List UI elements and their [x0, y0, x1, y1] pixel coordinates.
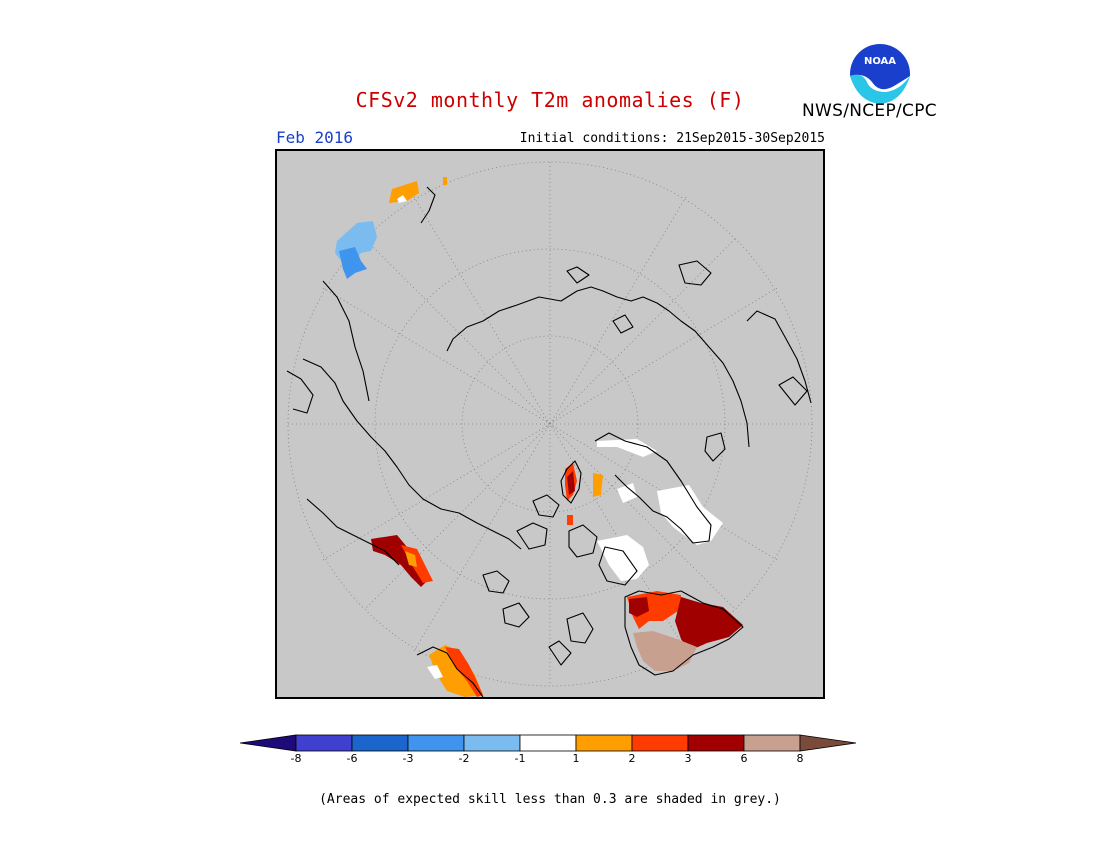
legend-swatch: [743, 734, 801, 752]
agency-label: NWS/NCEP/CPC: [802, 101, 937, 121]
noaa-logo: NOAA: [848, 42, 912, 106]
legend-swatch: [295, 734, 353, 752]
legend-swatch: [407, 734, 465, 752]
valid-month: Feb 2016: [276, 128, 354, 147]
color-legend: [240, 734, 857, 752]
legend-tick-label: -3: [402, 752, 414, 765]
legend-tick-label: 2: [628, 752, 636, 765]
legend-swatch: [519, 734, 577, 752]
legend-tick-label: -2: [458, 752, 470, 765]
legend-tick-label: 3: [684, 752, 692, 765]
anomaly-shading: [335, 177, 743, 697]
legend-tick-label: 8: [796, 752, 804, 765]
coastlines: [286, 186, 812, 697]
legend-tick-label: -6: [346, 752, 358, 765]
graticule: [287, 161, 813, 687]
legend-swatch: [351, 734, 409, 752]
legend-swatch: [463, 734, 521, 752]
chart-title: CFSv2 monthly T2m anomalies (F): [355, 88, 745, 112]
logo-text: NOAA: [864, 56, 896, 67]
legend-tick-label: 1: [572, 752, 580, 765]
legend-swatch: [575, 734, 633, 752]
polar-map: [275, 149, 825, 699]
legend-high-arrow: [799, 734, 857, 752]
legend-swatch: [631, 734, 689, 752]
legend-tick-label: -8: [290, 752, 302, 765]
legend-tick-label: 6: [740, 752, 748, 765]
legend-swatch: [687, 734, 745, 752]
legend-low-arrow: [240, 734, 297, 752]
legend-tick-label: -1: [514, 752, 526, 765]
initial-conditions: Initial conditions: 21Sep2015-30Sep2015: [519, 131, 825, 146]
skill-footnote: (Areas of expected skill less than 0.3 a…: [319, 792, 781, 807]
color-legend-labels: -8 -6 -3 -2 -1 1 2 3 6 8: [240, 752, 860, 768]
